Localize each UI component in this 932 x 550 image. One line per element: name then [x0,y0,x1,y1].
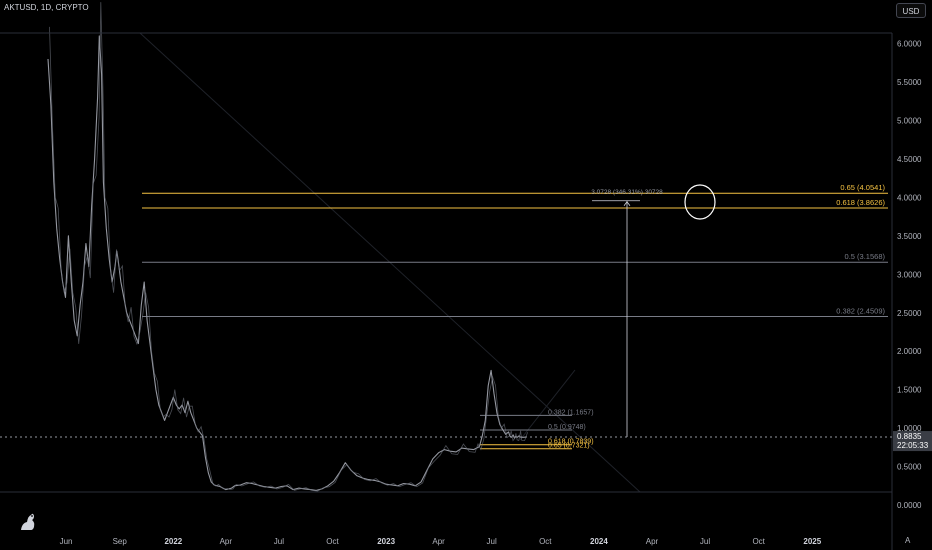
time-tick-label: 2025 [803,537,821,546]
price-series-layer [47,2,528,492]
time-tick-label: 2023 [377,537,395,546]
price-tick-label: 2.0000 [897,347,922,356]
fib-small-level-label: 0.382 (1.1657) [548,409,594,416]
price-tick-label: 2.5000 [897,309,922,318]
time-tick-label: Jul [700,537,710,546]
price-tick-label: 5.0000 [897,117,922,126]
fib-small-level-label: 0.65 (0.7321) [548,443,590,450]
symbol-title[interactable]: AKTUSD, 1D, CRYPTO [4,3,89,12]
price-tick-label: 3.5000 [897,232,922,241]
time-tick-label: 2022 [164,537,182,546]
current-price-label: 0.8835 [897,432,922,441]
price-line [47,35,527,491]
highlight-circle [684,184,716,220]
countdown-label: 22:05:33 [897,441,929,450]
price-tick-label: 4.0000 [897,193,922,202]
fib-small-level-label: 0.5 (0.9748) [548,424,586,431]
measure-arrow-icon [623,201,631,207]
time-tick-label: 2024 [590,537,608,546]
price-tick-label: 1.5000 [897,386,922,395]
price-tick-label: 4.5000 [897,155,922,164]
current-price-badge [893,431,932,452]
axes-layer: 6.0000 5.5000 5.0000 4.5000 4.0000 3.5000 3.00… [0,32,932,550]
ascending-trendline [519,369,576,441]
fib-level-label: 0.618 (3.8626) [836,198,885,207]
price-tick-label: 1.0000 [897,424,922,433]
time-tick-label: Oct [752,537,765,546]
measure-label: 3.0728 (346.31%) 30728 [591,189,663,196]
time-tick-label: Oct [539,537,552,546]
fib-level-label: 0.5 (3.1568) [845,252,886,261]
price-tick-label: 3.0000 [897,270,922,279]
currency-button[interactable]: USD [896,3,926,18]
fib-small-level-label: 0.618 (0.7839) [548,439,594,446]
fib-level-label: 0.382 (2.4509) [836,307,885,316]
time-tick-label: Oct [326,537,339,546]
price-wick-trace [49,2,528,492]
time-tick-label: Apr [432,537,445,546]
time-tick-label: Jul [274,537,284,546]
time-tick-label: Jul [487,537,497,546]
price-tick-label: 6.0000 [897,40,922,49]
auto-scale-button[interactable]: A [905,536,911,545]
price-range-measure[interactable]: 3.0728 (346.31%) 30728 [591,184,716,438]
fibonacci-retracement-layer[interactable]: 0.65 (4.0541) 0.618 (3.8626) 0.5 (3.1568) 0… [142,183,888,450]
price-tick-label: 0.5000 [897,463,922,472]
price-tick-label: 0.0000 [897,501,922,510]
tradingview-logo-icon[interactable] [18,510,42,532]
time-tick-label: Sep [113,537,128,546]
price-tick-label: 5.5000 [897,78,922,87]
time-tick-label: Apr [220,537,233,546]
fib-level-label: 0.65 (4.0541) [840,183,885,192]
time-tick-label: Jun [60,537,73,546]
time-tick-label: Apr [646,537,659,546]
